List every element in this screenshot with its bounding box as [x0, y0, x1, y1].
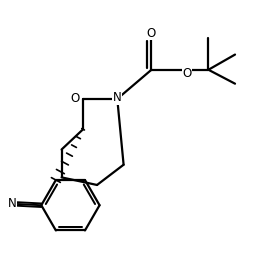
Text: N: N [113, 91, 122, 104]
Text: O: O [182, 67, 191, 80]
Text: N: N [8, 197, 16, 210]
Text: O: O [147, 27, 156, 39]
Text: O: O [71, 92, 80, 105]
